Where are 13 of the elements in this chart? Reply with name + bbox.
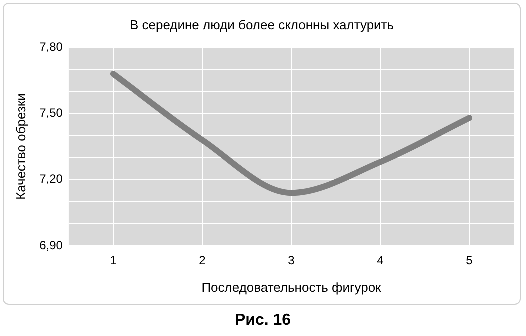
y-tick-label: 6,90: [40, 238, 64, 252]
x-tick-label: 1: [110, 254, 118, 268]
x-tick-label: 2: [199, 254, 206, 268]
chart-title: В середине люди более склонны халтурить: [130, 17, 394, 32]
x-axis-title: Последовательность фигурок: [202, 280, 382, 295]
x-tick-label: 3: [288, 254, 296, 268]
x-tick-label: 4: [377, 254, 384, 268]
y-tick-label: 7,80: [40, 40, 64, 54]
x-tick-label: 5: [466, 254, 474, 268]
y-axis-title: Качество обрезки: [13, 94, 28, 200]
y-tick-label: 7,20: [40, 172, 64, 186]
y-tick-label: 7,50: [40, 106, 64, 120]
text: Рис. 16: [234, 312, 292, 330]
